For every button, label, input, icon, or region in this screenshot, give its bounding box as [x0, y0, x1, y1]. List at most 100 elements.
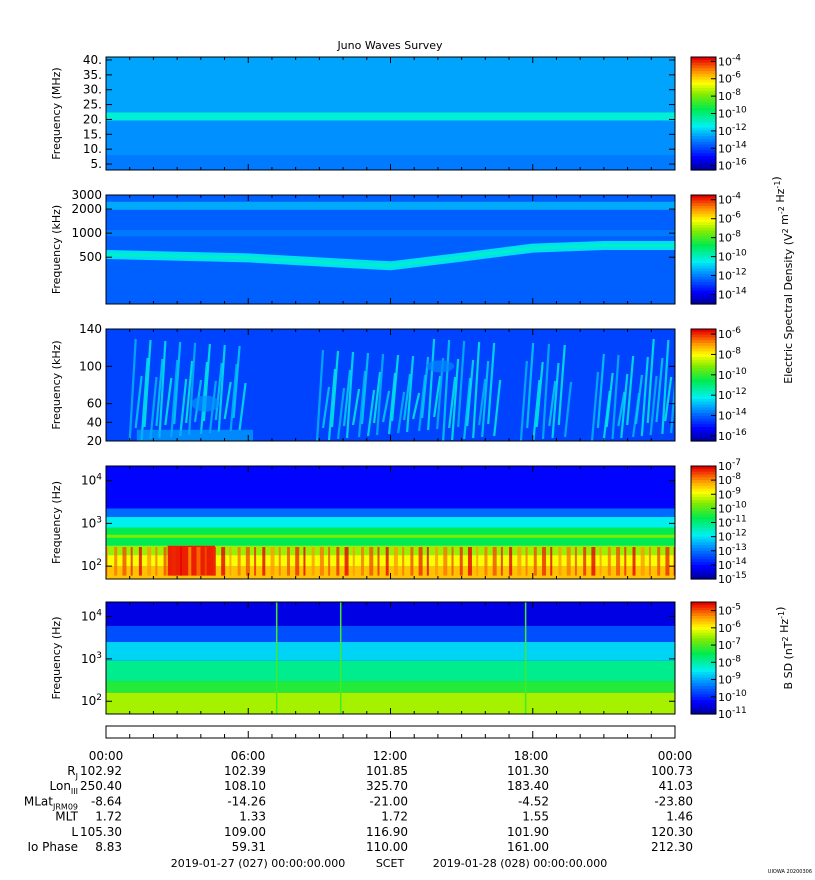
colorbar-tick-label: 10-12	[718, 529, 747, 544]
y-tick-label: 104	[81, 473, 102, 488]
electric-colorbar-title: Electric Spectral Density (V2 m-2 Hz-1)	[770, 176, 795, 383]
y-axis-label: Frequency (MHz)	[50, 67, 63, 159]
ephemeris-value: 1.72	[381, 810, 408, 824]
panel-lf: 20 40 60 100 140 Frequency (kHz)	[50, 322, 676, 448]
time-axis	[105, 725, 676, 739]
y-tick-label: 140	[79, 322, 102, 336]
y-tick-label: 1000	[71, 226, 102, 240]
ephemeris-row-label: RJ	[67, 764, 78, 781]
colorbar-tick-label: 10-8	[718, 654, 741, 669]
ephemeris-value: 41.03	[659, 779, 693, 793]
colorbar-hf: 10-4 10-6 10-8 10-10 10-12 10-14 10-16	[690, 53, 747, 173]
time-range-end: 2019-01-28 (028) 00:00:00.000	[433, 857, 607, 870]
y-tick-label: 104	[81, 609, 102, 624]
colorbar-tick-label: 10-14	[718, 557, 747, 572]
colorbar-tick-label: 10-13	[718, 543, 747, 558]
ephemeris-value: 101.85	[366, 764, 408, 778]
y-axis-label: Frequency (Hz)	[50, 617, 63, 700]
ephemeris-value: -8.64	[91, 794, 122, 808]
colorbar-mf: 10-4 10-6 10-8 10-10 10-12 10-14	[690, 192, 747, 305]
y-tick-label: 20.	[83, 112, 102, 126]
colorbar-tick-label: 10-12	[718, 123, 747, 138]
magnetic-colorbar-title: B SD (nT2 Hz-1)	[774, 607, 795, 690]
colorbar-tick-label: 10-6	[718, 326, 741, 341]
panel-b-low: 102 103 104 Frequency (Hz)	[50, 601, 676, 715]
ephemeris-value: 120.30	[651, 825, 693, 839]
y-tick-label: 500	[79, 250, 102, 264]
colorbar-tick-label: 10-12	[718, 387, 747, 402]
y-tick-label: 40	[87, 415, 102, 429]
colorbar-tick-label: 10-14	[718, 140, 747, 155]
colorbar-tick-label: 10-6	[718, 620, 741, 635]
ephemeris-value: 101.90	[507, 825, 549, 839]
ephemeris-row-label: Io Phase	[27, 840, 78, 854]
time-tick-label: 06:00	[231, 749, 266, 763]
y-axis-label: Frequency (kHz)	[50, 340, 63, 429]
ephemeris-value: 110.00	[366, 840, 408, 854]
ephemeris-value: 8.83	[95, 840, 122, 854]
colorbar-tick-label: 10-11	[718, 706, 747, 721]
colorbar-tick-label: 10-8	[718, 346, 741, 361]
colorbar-tick-label: 10-16	[718, 428, 747, 443]
y-tick-label: 30.	[83, 83, 102, 97]
scet-label: SCET	[376, 857, 405, 870]
ephemeris-value: 116.90	[366, 825, 408, 839]
y-tick-label: 60	[87, 397, 102, 411]
colorbar-tick-label: 10-7	[718, 637, 741, 652]
ephemeris-value: 250.40	[80, 779, 122, 793]
narrowband-line	[106, 112, 675, 121]
colorbar-tick-label: 10-12	[718, 268, 747, 283]
y-tick-label: 15.	[83, 127, 102, 141]
ephemeris-value: 102.92	[80, 764, 122, 778]
y-tick-label: 102	[81, 693, 102, 708]
y-tick-label: 2000	[71, 202, 102, 216]
panel-hf: 5.10.15.20.25.30.35.40. Frequency (MHz)	[50, 53, 676, 171]
y-tick-label: 25.	[83, 98, 102, 112]
ephemeris-value: 1.46	[666, 810, 693, 824]
y-tick-label: 103	[81, 651, 102, 666]
ephemeris-value: 102.39	[224, 764, 266, 778]
ephemeris-value: 59.31	[232, 840, 266, 854]
ephemeris-value: 109.00	[224, 825, 266, 839]
ephemeris-value: 100.73	[651, 764, 693, 778]
colorbar-b-low: 10-5 10-6 10-7 10-8 10-9 10-10 10-11	[690, 601, 747, 721]
colorbar-tick-label: 10-5	[718, 603, 741, 618]
y-tick-label: 3000	[71, 188, 102, 202]
colorbar-tick-label: 10-6	[718, 211, 741, 226]
y-axis-label: Frequency (Hz)	[50, 481, 63, 564]
colorbar-tick-label: 10-10	[718, 106, 747, 121]
y-tick-label: 100	[79, 359, 102, 373]
upper-band	[106, 201, 675, 210]
ephemeris-value: -14.26	[227, 794, 266, 808]
y-tick-label: 20	[87, 434, 102, 448]
ephemeris-value: 325.70	[366, 779, 408, 793]
ephemeris-value: 1.55	[522, 810, 549, 824]
y-tick-label: 102	[81, 558, 102, 573]
colorbar-tick-label: 10-11	[718, 515, 747, 530]
spectrogram-panels: 5.10.15.20.25.30.35.40. Frequency (MHz) 50…	[50, 53, 676, 715]
ephemeris-value: -21.00	[369, 794, 408, 808]
colorbars: 10-4 10-6 10-8 10-10 10-12 10-14 10-16 1…	[690, 53, 747, 721]
time-tick-label: 18:00	[514, 749, 549, 763]
colorbar-tick-label: 10-8	[718, 88, 741, 103]
colorbar-tick-label: 10-8	[718, 472, 741, 487]
ephemeris-value: 212.30	[651, 840, 693, 854]
ephemeris-value: 1.33	[239, 810, 266, 824]
colorbar-tick-label: 10-10	[718, 689, 747, 704]
ephemeris-value: 101.30	[507, 764, 549, 778]
ephemeris-value: 1.72	[95, 810, 122, 824]
y-tick-label: 5.	[91, 157, 102, 171]
colorbar-tick-label: 10-4	[718, 192, 741, 207]
ephemeris-value: 183.40	[507, 779, 549, 793]
colorbar-e-low: 10-7 10-8 10-9 10-10 10-11 10-12 10-13 1…	[690, 458, 747, 586]
ephemeris-value: 105.30	[80, 825, 122, 839]
colorbar-tick-label: 10-14	[718, 408, 747, 423]
time-range-start: 2019-01-27 (027) 00:00:00.000	[171, 857, 345, 870]
ephemeris-value: -23.80	[654, 794, 693, 808]
ephemeris-value: 161.00	[507, 840, 549, 854]
y-tick-label: 103	[81, 515, 102, 530]
y-tick-label: 35.	[83, 68, 102, 82]
time-tick-label: 00:00	[89, 749, 124, 763]
